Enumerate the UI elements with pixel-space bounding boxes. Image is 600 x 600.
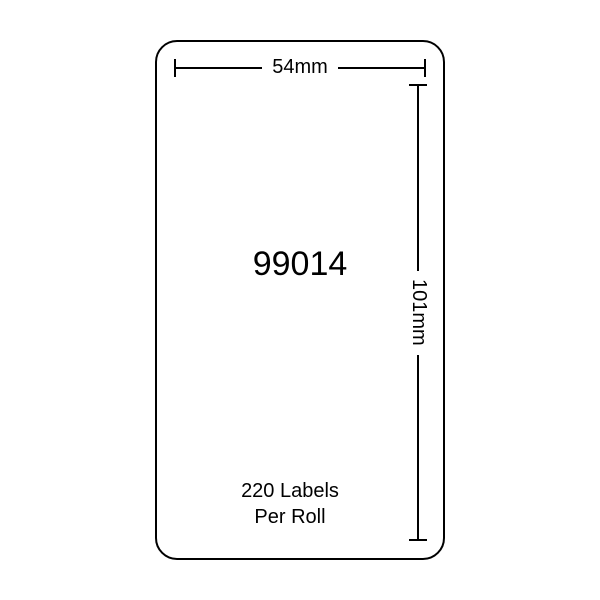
width-dim-line [338,67,425,69]
height-dim-line [417,355,419,541]
height-dim-cap-top [409,84,427,86]
footer-line-2: Per Roll [220,506,360,529]
height-dim-label: 101mm [407,273,430,353]
width-dim-cap-left [174,59,176,77]
product-code: 99014 [240,245,360,284]
width-dim-line [175,67,262,69]
label-spec-diagram: 54mm 101mm 99014 220 Labels Per Roll [0,0,600,600]
height-dim-line [417,85,419,271]
footer-line-1: 220 Labels [220,480,360,503]
width-dim-label: 54mm [270,56,330,79]
